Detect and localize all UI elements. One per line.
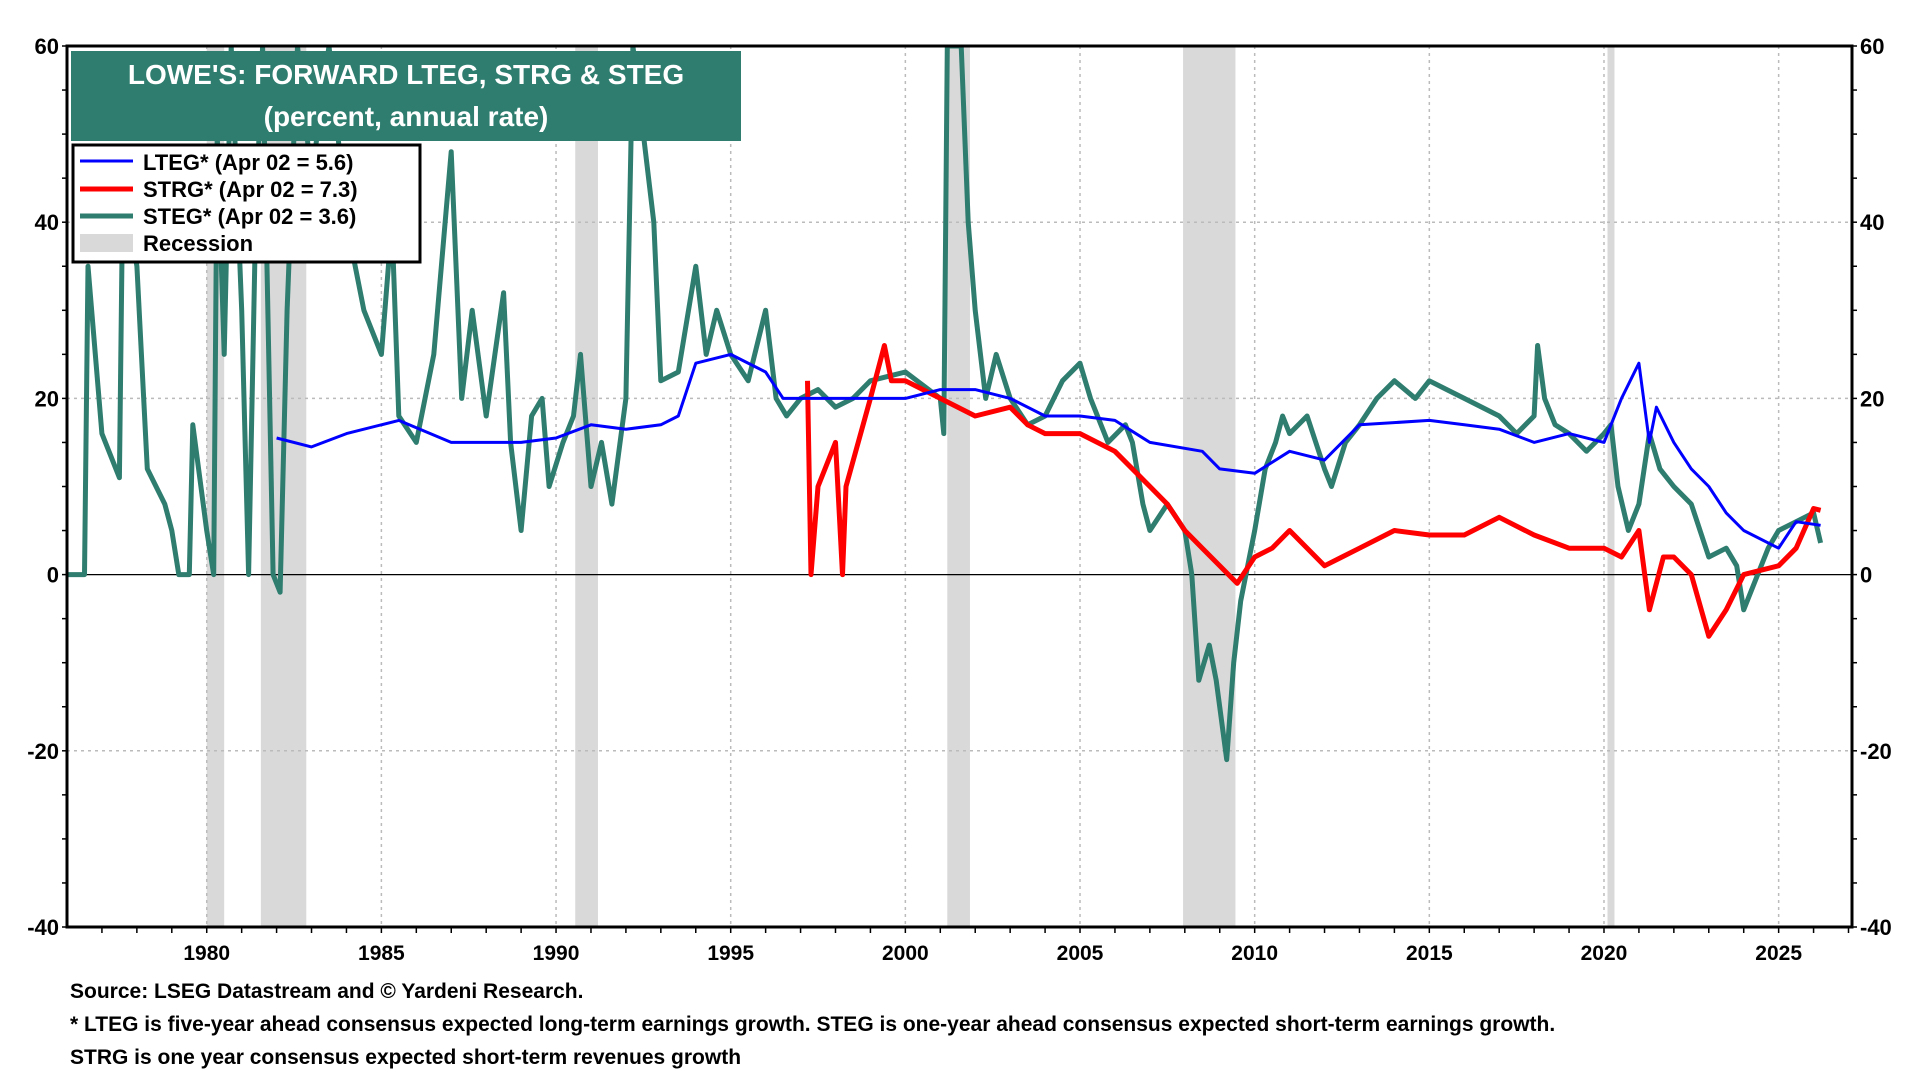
x-tick-label: 2025	[1755, 942, 1802, 965]
x-tick-label: 2000	[882, 942, 929, 965]
y-tick-label-right: 0	[1860, 563, 1872, 588]
footnote-1: * LTEG is five-year ahead consensus expe…	[70, 1013, 1556, 1036]
recession-bands	[206, 46, 1615, 927]
y-tick-label-right: 20	[1860, 386, 1884, 411]
series-line-strg	[805, 343, 1822, 639]
recession-band	[1607, 46, 1615, 927]
x-tick-label: 1995	[707, 942, 754, 965]
legend-label-recession: Recession	[143, 231, 253, 256]
series-lines	[67, 46, 1824, 763]
y-tick-label-left: 60	[35, 34, 59, 59]
legend-swatch-recession	[80, 234, 133, 252]
source-note: Source: LSEG Datastream and © Yardeni Re…	[70, 980, 584, 1003]
y-tick-label-left: 0	[47, 563, 59, 588]
recession-band	[947, 46, 970, 927]
y-tick-label-left: 40	[35, 210, 59, 235]
x-tick-label: 1990	[533, 942, 580, 965]
y-tick-label-left: -40	[27, 915, 59, 940]
x-tick-label: 2020	[1581, 942, 1628, 965]
chart-subtitle: (percent, annual rate)	[264, 101, 549, 132]
series-line-lteg	[276, 352, 1821, 550]
x-tick-label: 2015	[1406, 942, 1453, 965]
legend-label-strg: STRG* (Apr 02 = 7.3)	[143, 177, 358, 202]
y-tick-label-left: -20	[27, 739, 59, 764]
y-tick-label-left: 20	[35, 386, 59, 411]
y-tick-label-right: -20	[1860, 739, 1892, 764]
y-tick-label-right: -40	[1860, 915, 1892, 940]
chart-title: LOWE'S: FORWARD LTEG, STRG & STEG	[128, 59, 684, 90]
x-tick-label: 2010	[1231, 942, 1278, 965]
legend-label-lteg: LTEG* (Apr 02 = 5.6)	[143, 150, 353, 175]
gridlines	[67, 46, 1852, 927]
x-tick-label: 2005	[1057, 942, 1104, 965]
y-tick-label-right: 40	[1860, 210, 1884, 235]
y-tick-label-right: 60	[1860, 34, 1884, 59]
legend-label-steg: STEG* (Apr 02 = 3.6)	[143, 204, 356, 229]
legend: LTEG* (Apr 02 = 5.6) STRG* (Apr 02 = 7.3…	[71, 143, 422, 264]
footnote-2: STRG is one year consensus expected shor…	[70, 1046, 742, 1069]
title-box	[71, 51, 741, 141]
recession-band	[575, 46, 598, 927]
recession-band	[1183, 46, 1236, 927]
x-tick-label: 1985	[358, 942, 405, 965]
x-tick-label: 1980	[183, 942, 230, 965]
